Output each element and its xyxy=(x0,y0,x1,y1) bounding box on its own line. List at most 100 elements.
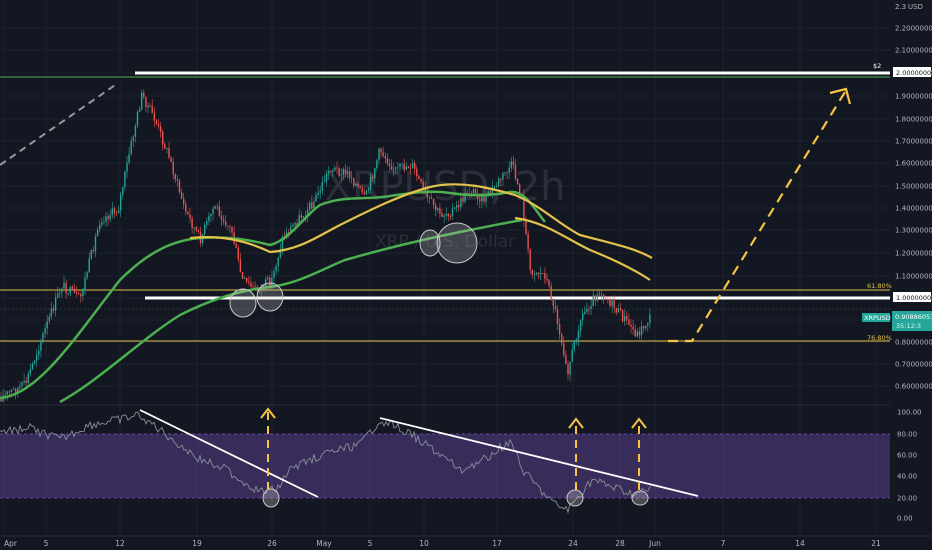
candle-body xyxy=(531,269,533,275)
candle-body xyxy=(628,319,630,325)
candle-body xyxy=(365,190,368,195)
candle-body xyxy=(40,342,42,351)
candle-body xyxy=(401,163,403,165)
candle-body xyxy=(409,167,412,169)
candle-body xyxy=(321,181,323,191)
candle-body xyxy=(563,343,565,355)
rsi-axis[interactable]: 100.00 80.00 60.00 40.00 20.00 0.00 xyxy=(897,409,922,523)
candle-body xyxy=(569,362,571,375)
ma-yellow-upper xyxy=(189,183,653,259)
candle-body xyxy=(498,178,500,186)
candle-body xyxy=(38,350,40,355)
symbol-badge xyxy=(862,313,890,322)
candle-body xyxy=(453,207,456,209)
candle-body xyxy=(304,215,307,217)
candle-body xyxy=(397,166,399,168)
marker-ellipse xyxy=(256,282,284,312)
candle-body xyxy=(323,181,326,183)
candle-body xyxy=(470,193,473,195)
candle-body xyxy=(157,123,160,127)
candle-body xyxy=(27,373,29,384)
candle-body xyxy=(338,168,340,176)
candle-body xyxy=(399,163,401,167)
candle-body xyxy=(561,334,563,344)
candle-body xyxy=(424,187,426,193)
currency-label: USD xyxy=(908,3,923,11)
candle-body xyxy=(603,294,605,299)
candle-body xyxy=(31,363,34,370)
time-tick-label: 21 xyxy=(871,539,881,548)
candle-body xyxy=(330,171,332,173)
candle-body xyxy=(502,173,504,180)
candle-body xyxy=(103,222,105,223)
candle-body xyxy=(218,206,221,217)
candle-body xyxy=(346,171,349,174)
candle-body xyxy=(44,328,46,334)
candle-body xyxy=(344,169,347,174)
candle-body xyxy=(264,279,267,287)
candle-body xyxy=(96,229,99,237)
price-candles xyxy=(0,89,651,403)
candle-body xyxy=(544,273,546,279)
candle-body xyxy=(107,216,109,220)
candle-body xyxy=(141,92,143,110)
candle-body xyxy=(460,197,462,208)
candle-body xyxy=(225,221,227,226)
candle-body xyxy=(69,286,71,294)
candle-body xyxy=(586,308,588,312)
candle-body xyxy=(456,205,458,208)
candle-body xyxy=(178,180,181,193)
marker-ellipse xyxy=(229,288,257,318)
candle-body xyxy=(65,282,67,294)
candle-body xyxy=(516,178,519,185)
candle-body xyxy=(573,340,575,350)
candle-body xyxy=(134,125,137,137)
candle-body xyxy=(579,320,582,331)
candle-body xyxy=(407,166,410,168)
rsi-line xyxy=(0,411,651,514)
candle-body xyxy=(164,144,166,149)
price-tick-label: 1.60000000 xyxy=(895,160,932,168)
time-tick-label: 26 xyxy=(267,539,277,548)
candle-body xyxy=(382,152,384,156)
candle-body xyxy=(537,272,540,275)
rsi-marker-ellipse xyxy=(262,488,280,508)
candle-body xyxy=(472,189,475,194)
time-tick-label: 17 xyxy=(492,539,502,548)
time-tick-label: 19 xyxy=(192,539,202,548)
candle-body xyxy=(376,160,378,169)
candle-body xyxy=(552,300,554,307)
candle-body xyxy=(575,339,578,341)
candle-body xyxy=(607,299,609,301)
candle-body xyxy=(50,308,53,317)
candle-body xyxy=(636,331,638,337)
candle-body xyxy=(212,208,214,214)
candle-body xyxy=(248,281,250,283)
time-axis[interactable]: Apr 5 12 19 26 May 5 10 17 24 28 Jun 7 14 21 xyxy=(4,539,881,548)
candle-body xyxy=(548,280,550,287)
candle-body xyxy=(645,325,647,329)
candle-body xyxy=(414,162,416,169)
candle-body xyxy=(94,236,97,252)
candle-body xyxy=(46,321,48,329)
candle-body xyxy=(483,194,485,202)
price-tick-label: 1.90000000 xyxy=(895,93,932,101)
marker-ellipse xyxy=(436,222,478,264)
candle-body xyxy=(153,113,155,121)
candle-body xyxy=(90,249,92,259)
candle-body xyxy=(111,208,113,216)
candle-body xyxy=(598,293,601,296)
time-tick-label: 5 xyxy=(368,539,373,548)
candle-body xyxy=(195,227,197,231)
candle-body xyxy=(145,96,147,108)
candle-body xyxy=(124,171,126,188)
candle-body xyxy=(296,222,298,226)
candle-body xyxy=(279,249,281,258)
candle-body xyxy=(17,387,19,394)
candle-body xyxy=(126,162,128,172)
candle-body xyxy=(458,205,460,208)
